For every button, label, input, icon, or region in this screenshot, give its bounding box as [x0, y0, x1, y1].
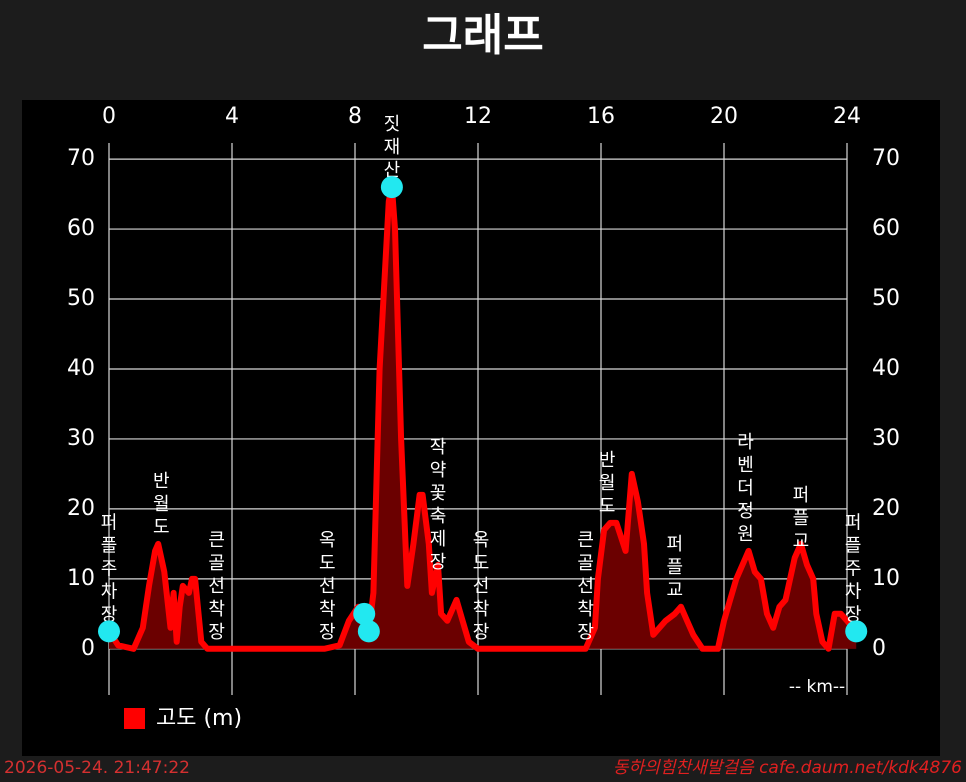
y2-tick-label: 40 — [872, 356, 900, 381]
x-tick-label: 16 — [587, 104, 615, 129]
timestamp: 2026-05-24. 21:47:22 — [4, 758, 190, 778]
y-tick-label: 10 — [67, 566, 95, 591]
y2-tick-label: 70 — [872, 146, 900, 171]
x-tick-label: 12 — [464, 104, 492, 129]
marker — [380, 176, 403, 199]
y2-tick-label: 0 — [872, 636, 886, 661]
plot-panel — [22, 100, 940, 756]
x-tick-label: 20 — [710, 104, 738, 129]
marker — [353, 602, 376, 625]
area-fill — [109, 187, 857, 649]
x-tick-label: 0 — [102, 104, 116, 129]
y-tick-label: 70 — [67, 146, 95, 171]
credit: 동하의힘찬새발걸음 cafe.daum.net/kdk4876 — [613, 758, 962, 778]
x-tick-label: 4 — [225, 104, 239, 129]
marker — [357, 620, 380, 643]
legend-swatch — [124, 708, 145, 729]
y2-tick-label: 10 — [872, 566, 900, 591]
chart-title: 그래프 — [422, 10, 543, 61]
y2-tick-label: 20 — [872, 496, 900, 521]
y2-tick-label: 50 — [872, 286, 900, 311]
y2-tick-label: 30 — [872, 426, 900, 451]
y-tick-label: 50 — [67, 286, 95, 311]
y-tick-label: 20 — [67, 496, 95, 521]
legend-label: 고도 (m) — [156, 706, 242, 731]
y-tick-label: 60 — [67, 216, 95, 241]
x-tick-label: 24 — [833, 104, 861, 129]
marker — [98, 620, 120, 643]
marker — [845, 620, 868, 643]
y-tick-label: 40 — [67, 356, 95, 381]
y-tick-label: 30 — [67, 426, 95, 451]
x-tick-label: 8 — [348, 104, 362, 129]
y-tick-label: 0 — [81, 636, 95, 661]
line — [106, 184, 859, 652]
x-axis-label: -- km-- — [789, 677, 845, 697]
y2-tick-label: 60 — [872, 216, 900, 241]
